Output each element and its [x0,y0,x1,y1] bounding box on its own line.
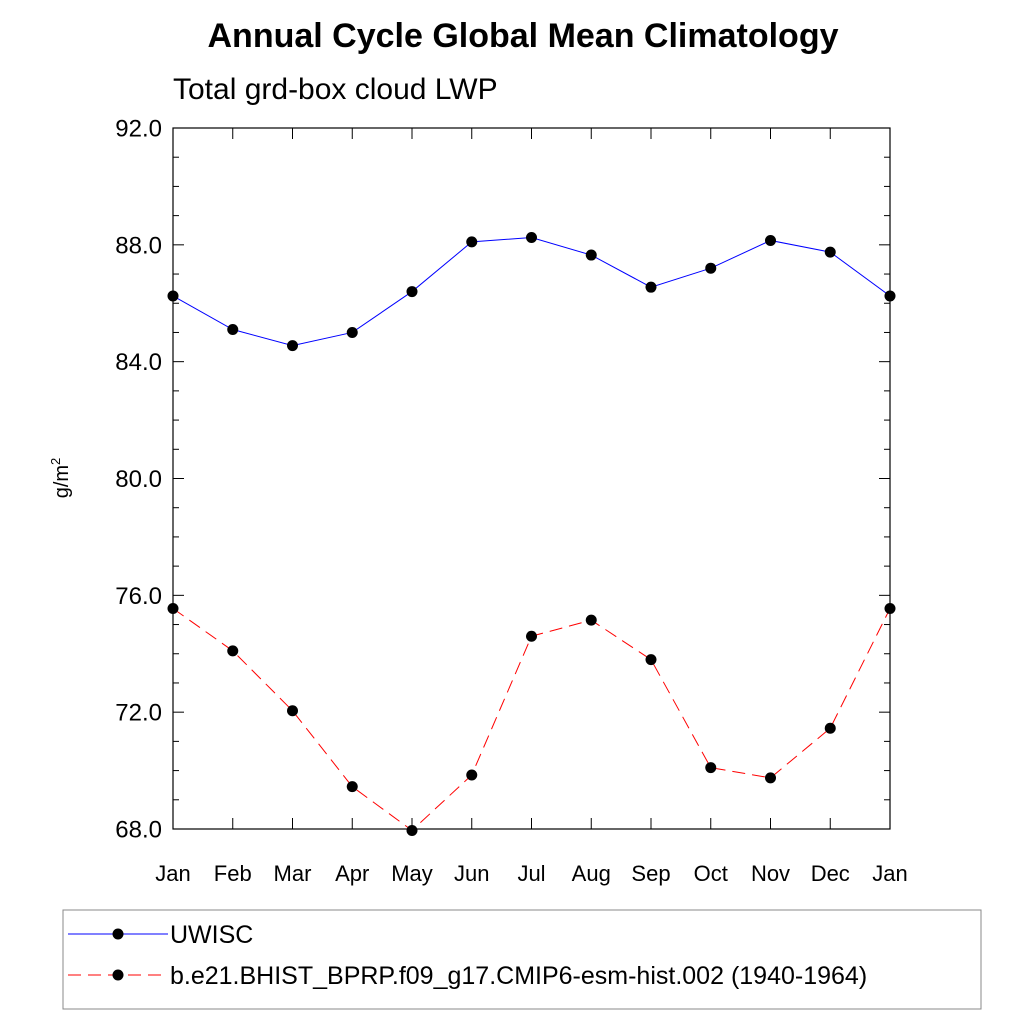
data-point [346,326,358,338]
data-point [824,246,836,258]
series-uwisc [167,232,896,352]
y-tick-label: 72.0 [115,700,162,727]
chart-subtitle: Total grd-box cloud LWP [173,73,498,106]
legend-marker-model [112,969,124,981]
x-tick-label: Jan [155,861,190,886]
x-tick-label: Aug [572,861,611,886]
x-tick-label: Mar [274,861,312,886]
y-axis-label-text: g/m [51,465,73,498]
data-point [526,630,537,642]
series-model [167,602,896,836]
data-point [227,324,239,336]
x-tick-label: Nov [751,861,790,886]
data-point [705,262,717,274]
series-line [172,237,891,347]
y-tick-labels: 68.0 72.0 76.0 80.0 84.0 88.0 92.0 [115,116,162,844]
data-point [526,232,537,244]
data-point [227,645,239,657]
data-point [287,705,298,717]
y-tick-label: 84.0 [115,349,162,376]
y-tick-label: 88.0 [115,232,162,259]
legend-label-uwisc: UWISC [170,921,253,949]
y-axis-label-superscript: 2 [48,458,63,465]
data-point [466,769,478,781]
legend-label-model: b.e21.BHIST_BPRP.f09_g17.CMIP6-esm-hist.… [170,962,867,990]
data-point [645,654,657,666]
data-point [765,772,776,784]
x-tick-labels: Jan Feb Mar Apr May Jun Jul Aug Sep Oct Nov Dec Jan [155,861,907,886]
plot-frame [172,127,891,830]
legend-box [62,909,982,1010]
chart-title: Annual Cycle Global Mean Climatology [208,17,839,55]
y-tick-label: 80.0 [115,466,162,493]
data-point [765,234,776,246]
x-tick-label: Dec [811,861,850,886]
y-tick-label: 68.0 [115,817,162,844]
x-tick-label: Jul [517,861,545,886]
y-tick-label: 92.0 [115,116,162,143]
x-tick-label: Apr [335,861,369,886]
series-layer [167,232,896,836]
data-point [645,281,657,293]
series-line [172,608,891,832]
data-point [346,781,358,793]
legend: UWISC b.e21.BHIST_BPRP.f09_g17.CMIP6-esm… [62,909,982,1010]
x-tick-label: Oct [694,861,728,886]
legend-marker-uwisc [112,928,124,940]
data-point [585,614,597,626]
y-tick-label: 76.0 [115,583,162,610]
x-tick-label: Feb [214,861,252,886]
y-axis-label: g/m2 [48,458,73,499]
x-tick-label: Sep [631,861,670,886]
x-tick-label: May [391,861,433,886]
data-point [406,824,418,836]
data-point [287,340,298,352]
x-tick-label: Jun [454,861,489,886]
data-point [705,762,717,774]
data-point [466,236,478,248]
data-point [585,249,597,261]
svg-text:g/m2: g/m2 [48,458,73,499]
data-point [824,722,836,734]
data-point [406,286,418,298]
x-tick-label: Jan [872,861,907,886]
